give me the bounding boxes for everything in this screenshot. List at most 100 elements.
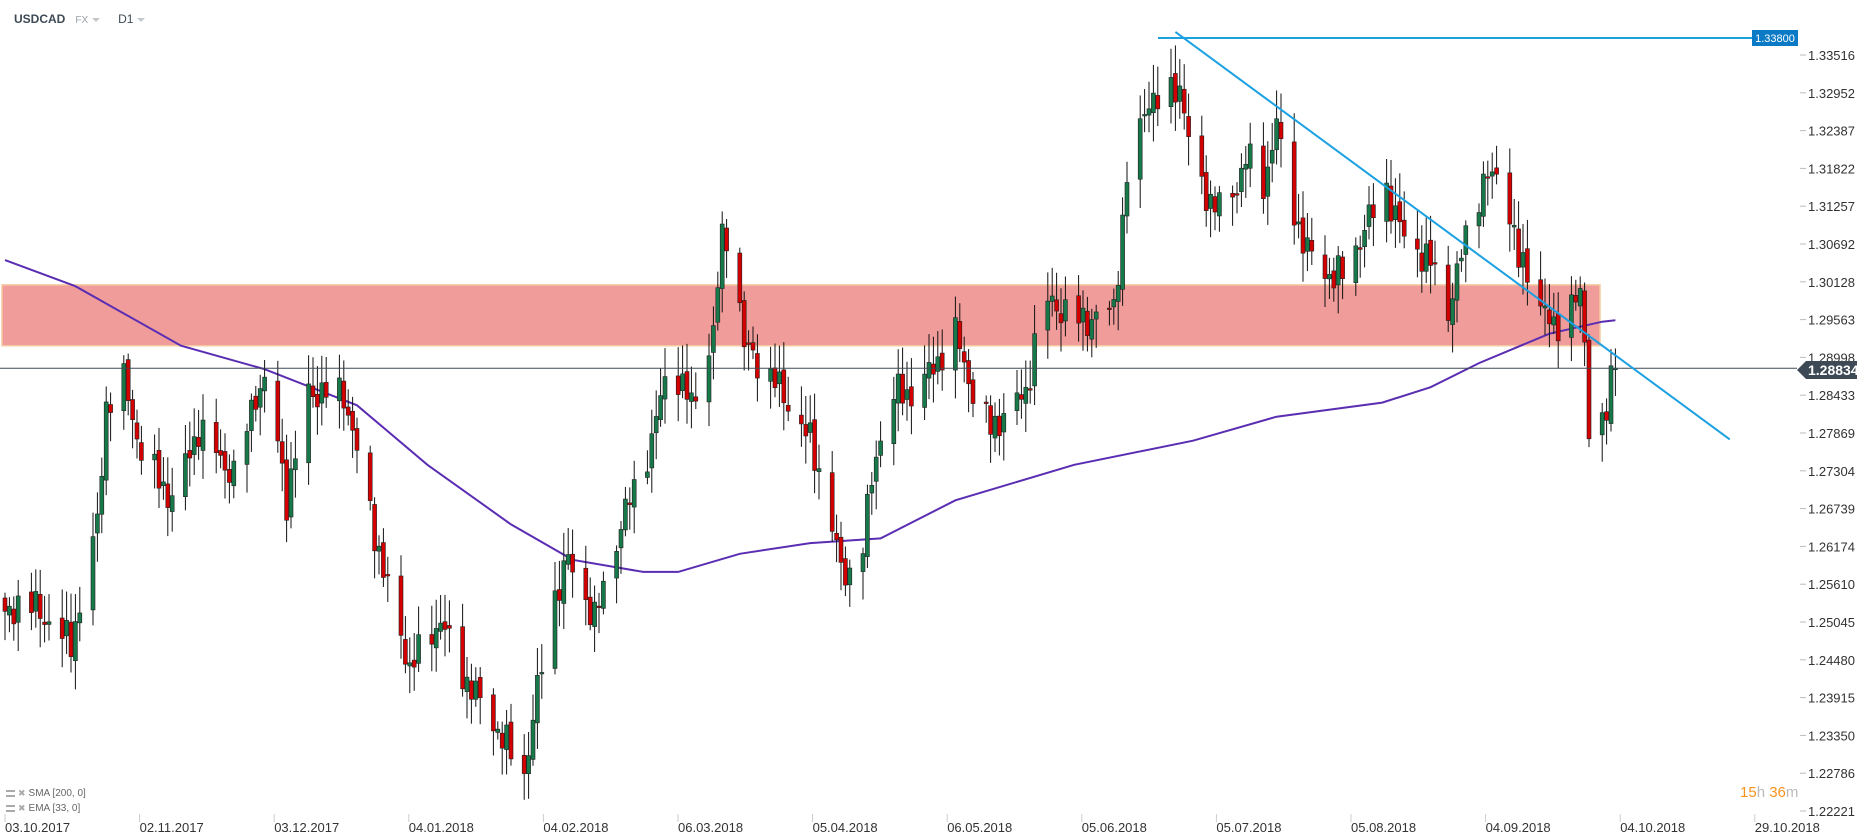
candle: [1415, 210, 1420, 278]
candle-body-up: [561, 560, 567, 604]
candle-body-up: [552, 590, 558, 669]
close-icon[interactable]: ✖: [18, 803, 26, 813]
candle-body-up: [64, 620, 69, 637]
candle: [1027, 360, 1033, 404]
candle-body-up: [869, 484, 875, 494]
countdown-h-unit: h: [1756, 784, 1766, 801]
candle-body-up: [293, 458, 298, 471]
candle-body-up: [847, 567, 853, 586]
candle-body-down: [1278, 121, 1284, 140]
legend-item-sma[interactable]: ✖ SMA [200, 0]: [6, 786, 86, 801]
candle-body-up: [1151, 92, 1156, 114]
candle: [473, 667, 479, 707]
candle: [904, 361, 910, 421]
countdown-hours: 15: [1740, 784, 1757, 801]
candle-body-up: [1168, 77, 1174, 108]
candle: [1445, 245, 1451, 332]
legend-item-ema[interactable]: ✖ EMA [33, 0]: [6, 801, 86, 816]
candle-body-up: [231, 460, 237, 487]
candle: [1111, 288, 1117, 325]
candle-body-up: [433, 628, 439, 649]
candle: [403, 616, 408, 674]
y-tick-label: 1.23350: [1808, 728, 1855, 743]
candle: [319, 355, 325, 426]
y-tick-label: 1.23915: [1808, 691, 1855, 706]
candle-body-up: [464, 676, 470, 692]
settings-icon[interactable]: [6, 804, 15, 812]
candle: [508, 703, 514, 766]
candle: [803, 396, 809, 464]
x-tick-label: 06.05.2018: [947, 820, 1012, 835]
candle-body-down: [1085, 310, 1090, 336]
candle: [152, 434, 157, 489]
candle: [1239, 153, 1244, 208]
y-tick-label: 1.26174: [1808, 539, 1855, 554]
candle: [1212, 186, 1218, 231]
y-tick-label: 1.25610: [1808, 577, 1855, 592]
candle: [29, 572, 34, 631]
candle-body-up: [860, 553, 866, 572]
candle: [689, 366, 694, 429]
candle: [1454, 251, 1460, 323]
candle: [1357, 235, 1363, 278]
candle-body-down: [1054, 299, 1059, 312]
candle-body-down: [741, 300, 747, 348]
candle-body-up: [1177, 85, 1183, 102]
candle: [1542, 278, 1548, 336]
candle-body-down: [931, 363, 936, 375]
candle: [1520, 223, 1526, 295]
timeframe-selector[interactable]: D1: [110, 12, 146, 26]
candle: [1569, 276, 1574, 362]
candle: [565, 527, 571, 570]
candle-body-up: [631, 479, 637, 508]
candle: [11, 596, 17, 641]
candle-body-up: [1269, 149, 1275, 164]
candle-body-up: [662, 376, 668, 400]
candle: [706, 333, 712, 427]
candle-body-down: [1586, 339, 1592, 440]
y-tick-label: 1.33516: [1808, 48, 1855, 63]
candle: [1393, 178, 1398, 248]
resistance-zone: [1, 284, 1601, 347]
close-icon[interactable]: ✖: [18, 788, 26, 798]
market-selector[interactable]: FX: [75, 12, 101, 26]
candle-body-down: [139, 442, 144, 461]
time-axis[interactable]: 03.10.2017 02.11.2017 03.12.2017 04.01.2018…: [4, 814, 1820, 835]
candle-body-up: [1463, 225, 1469, 255]
candle: [1278, 93, 1284, 168]
candle: [279, 418, 285, 492]
candle-body-up: [719, 223, 725, 289]
candle-body-down: [284, 459, 289, 521]
candle: [909, 358, 914, 435]
candle: [1362, 214, 1367, 268]
candle: [341, 360, 347, 431]
candle: [966, 349, 971, 413]
candle-body-up: [473, 680, 479, 700]
candle: [1247, 122, 1253, 188]
candle: [1045, 272, 1051, 359]
x-tick-label: 06.03.2018: [678, 820, 743, 835]
candle: [1485, 160, 1491, 206]
candle-body-up: [807, 422, 813, 433]
x-tick-label: 04.10.2018: [1620, 820, 1685, 835]
candle-body-up: [1023, 387, 1029, 404]
candle-body-down: [1186, 116, 1191, 137]
candle: [953, 296, 958, 399]
candle-body-up: [95, 513, 100, 534]
candle-body-down: [970, 379, 976, 404]
candle-body-up: [1274, 118, 1279, 151]
candle-body-down: [966, 360, 971, 385]
trendline[interactable]: [1174, 31, 1731, 441]
chevron-down-icon: [137, 17, 146, 22]
price-axis[interactable]: 1.33516 1.32952 1.32387 1.31822 1.31257 1.306…: [1800, 48, 1855, 819]
candle-body-down: [583, 567, 589, 600]
candle-body-up: [873, 456, 879, 482]
y-tick-label: 1.32952: [1808, 86, 1855, 101]
timeframe-label: D1: [118, 12, 134, 26]
candle-body-down: [1322, 254, 1328, 279]
settings-icon[interactable]: [6, 789, 15, 797]
candle: [37, 569, 43, 648]
candle: [108, 392, 113, 442]
candle: [715, 271, 721, 331]
